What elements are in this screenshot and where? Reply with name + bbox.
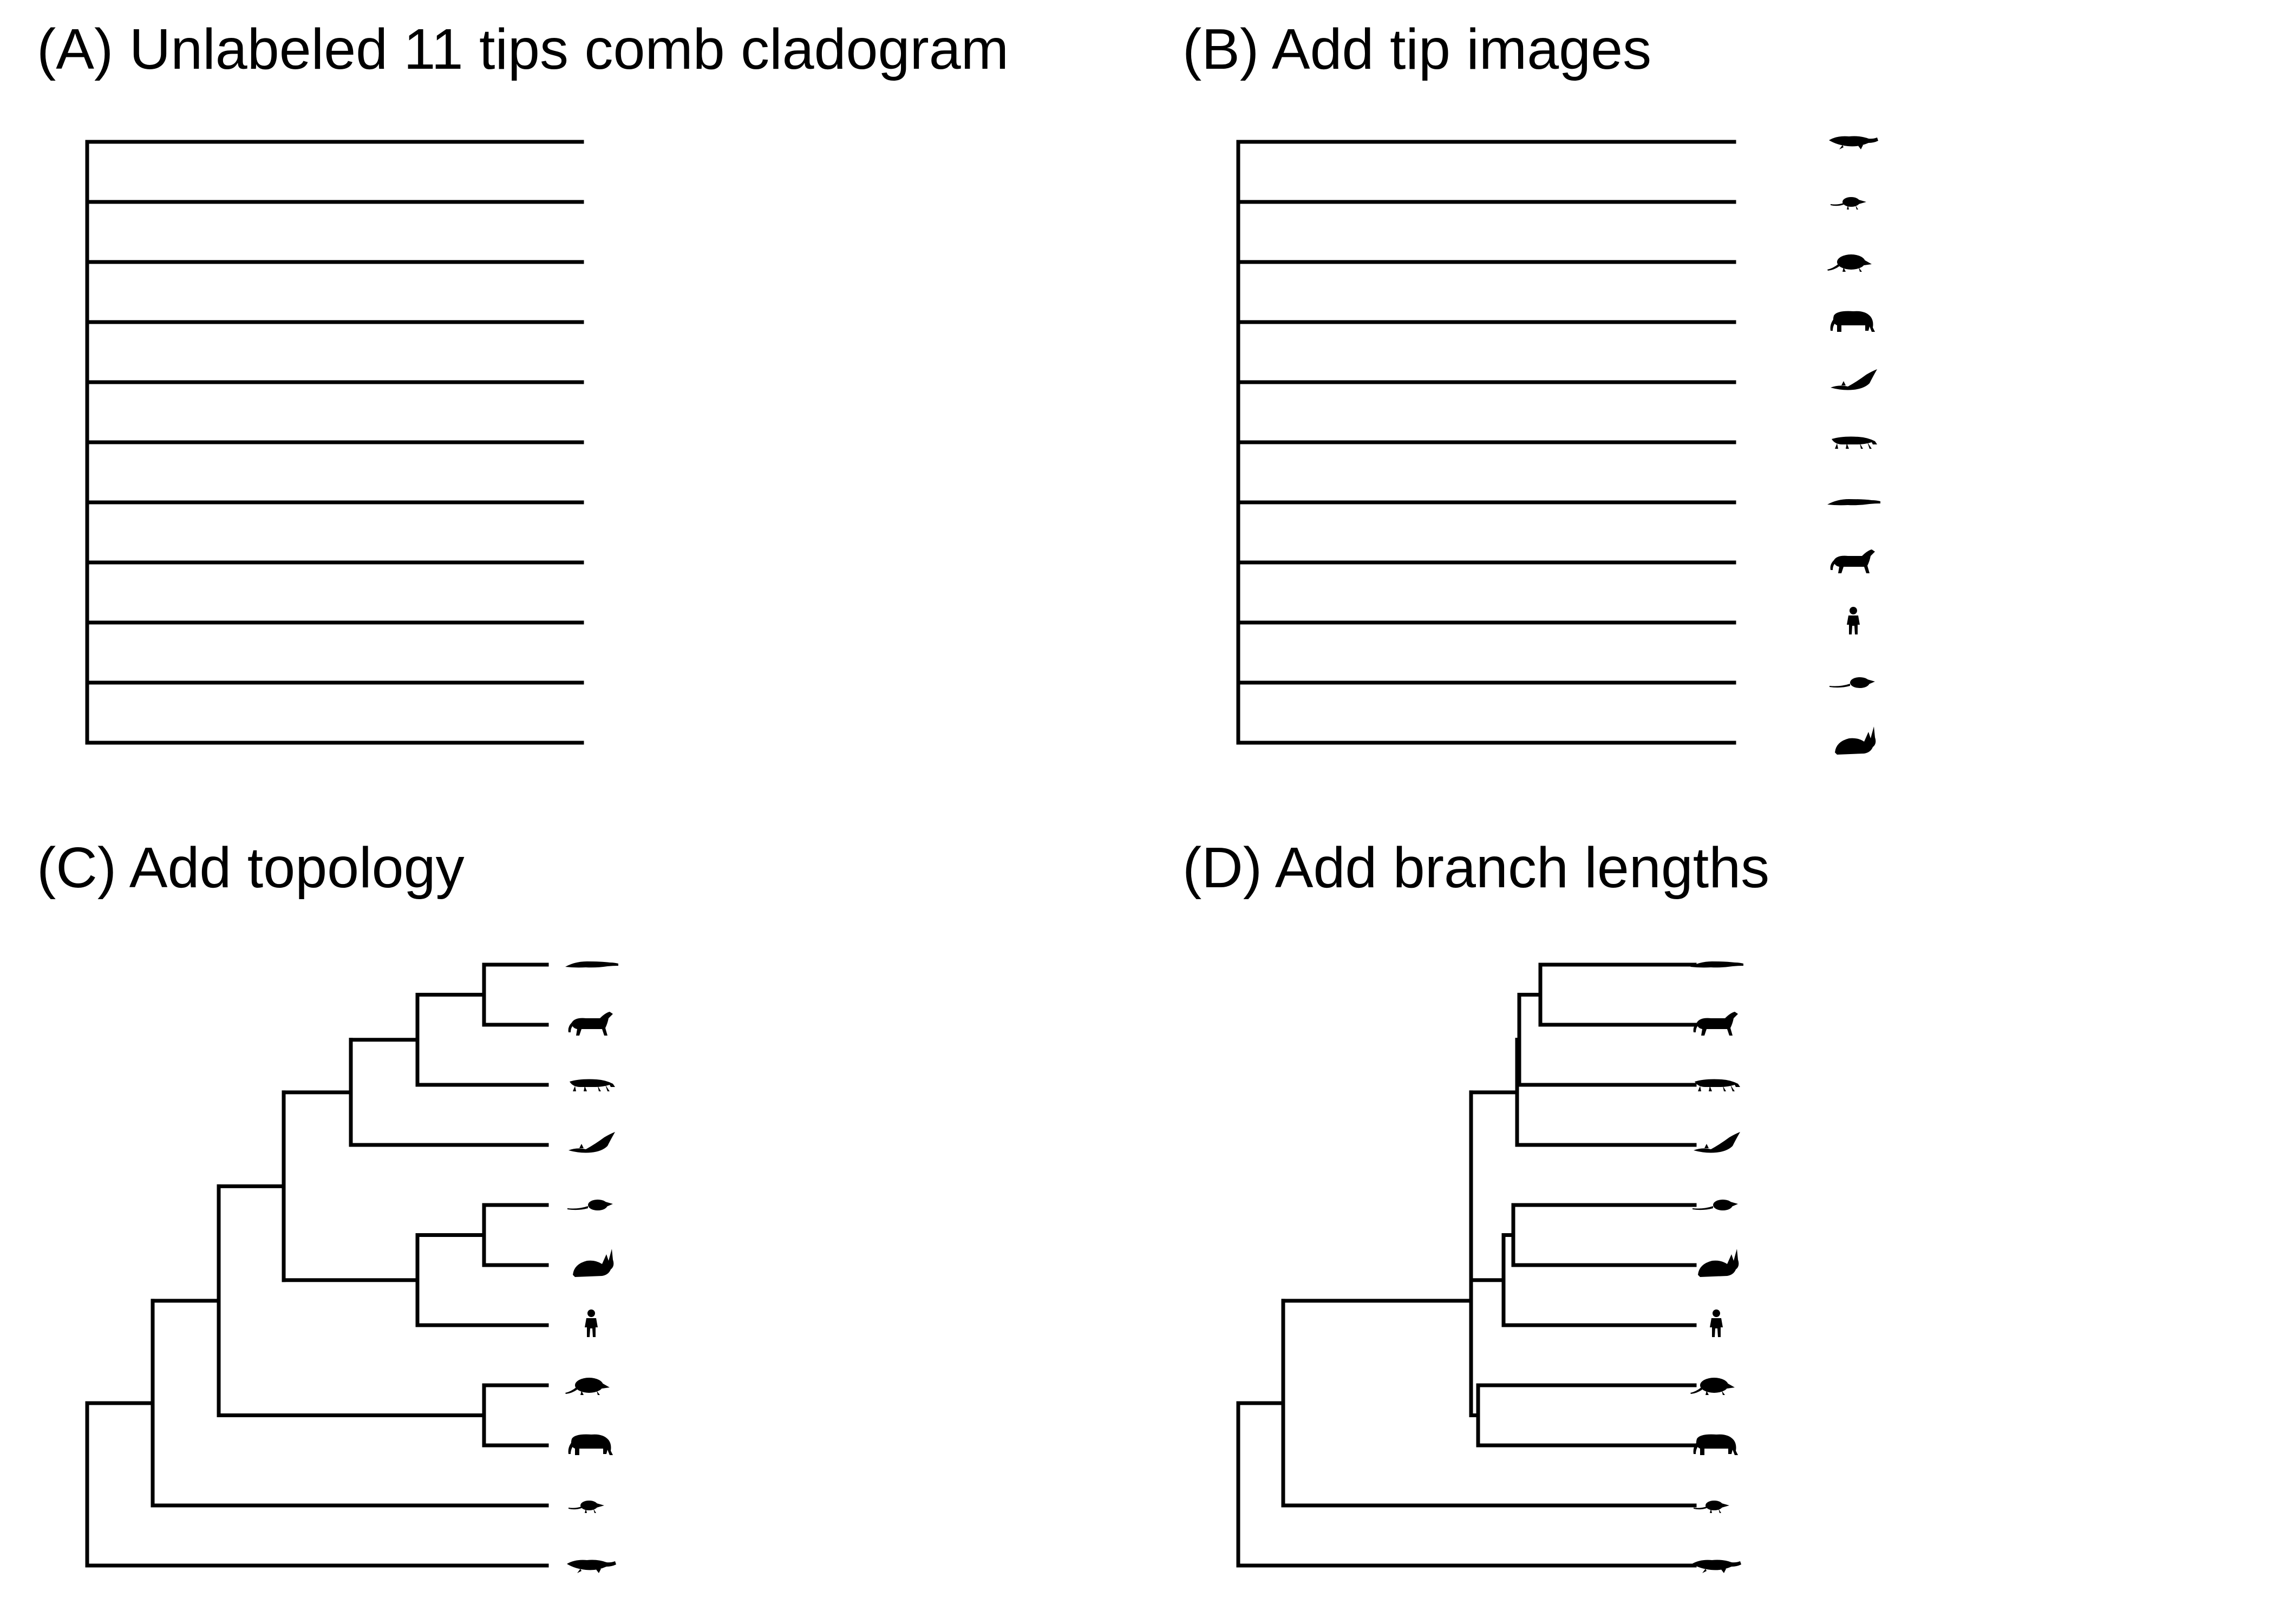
bat-icon: [1831, 369, 1877, 390]
rabbit-icon: [573, 1249, 614, 1277]
armadillo-icon: [1827, 254, 1872, 272]
panel-a-title: (A) Unlabeled 11 tips comb cladogram: [37, 17, 1009, 81]
platypus-icon: [1829, 136, 1878, 149]
panel-b-title: (B) Add tip images: [1182, 17, 1652, 81]
elephant-icon: [568, 1434, 613, 1455]
mongoose-icon: [1695, 1079, 1740, 1091]
mongoose-icon: [570, 1079, 615, 1091]
shrew-icon: [1831, 197, 1866, 209]
rat-icon: [1829, 677, 1875, 688]
elephant-icon: [1693, 1434, 1738, 1455]
rat-icon: [1693, 1200, 1738, 1210]
crocodile-icon: [565, 961, 618, 968]
shrew-icon: [1694, 1501, 1729, 1513]
elephant-icon: [1830, 311, 1875, 332]
panel-d-branch-length-tree: [1236, 961, 1743, 1573]
panel-c-title: (C) Add topology: [37, 836, 465, 900]
bat-icon: [1694, 1132, 1740, 1153]
shrew-icon: [568, 1501, 604, 1513]
crocodile-icon: [1827, 499, 1880, 506]
panel-d-title: (D) Add branch lengths: [1182, 836, 1770, 900]
crocodile-icon: [1690, 961, 1743, 968]
platypus-icon: [1692, 1560, 1741, 1573]
panel-b-comb-tree-with-images: [1236, 136, 1880, 755]
panel-c-topology-tree: [85, 961, 618, 1573]
rat-icon: [567, 1200, 613, 1210]
rabbit-icon: [1698, 1249, 1739, 1277]
panel-a-comb-tree: [85, 140, 584, 745]
armadillo-icon: [1690, 1378, 1735, 1395]
mongoose-icon: [1832, 436, 1877, 449]
human-icon: [585, 1309, 598, 1337]
rabbit-icon: [1835, 726, 1876, 755]
horse-icon: [1693, 1012, 1738, 1036]
platypus-icon: [567, 1560, 616, 1573]
horse-icon: [568, 1012, 613, 1036]
human-icon: [1847, 607, 1860, 634]
horse-icon: [1830, 549, 1875, 573]
bat-icon: [568, 1132, 615, 1153]
human-icon: [1710, 1309, 1723, 1337]
armadillo-icon: [565, 1378, 610, 1395]
